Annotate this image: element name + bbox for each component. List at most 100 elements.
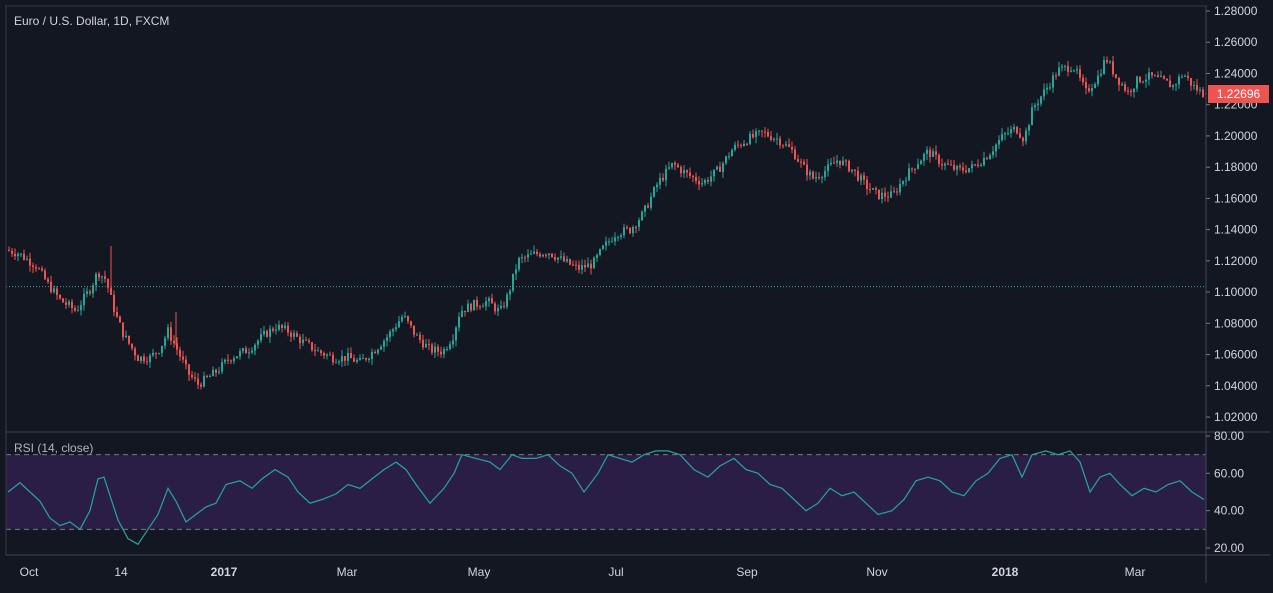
candle-body bbox=[251, 350, 253, 353]
time-tick-label: 2017 bbox=[211, 565, 238, 579]
time-tick-label: Nov bbox=[866, 565, 887, 579]
candle-body bbox=[131, 343, 133, 349]
candle-body bbox=[98, 273, 100, 278]
candle-33 bbox=[107, 278, 109, 293]
candle-body bbox=[953, 164, 955, 170]
candle-body bbox=[122, 322, 124, 338]
candle-body bbox=[596, 255, 598, 258]
candle-88 bbox=[272, 326, 274, 333]
candle-395 bbox=[1193, 81, 1195, 90]
candle-body bbox=[740, 144, 742, 146]
candle-body bbox=[116, 311, 118, 317]
candle-body bbox=[1019, 133, 1021, 138]
candle-67 bbox=[209, 374, 211, 378]
candle-332 bbox=[1004, 131, 1006, 141]
candle-body bbox=[569, 259, 571, 265]
candle-139 bbox=[425, 339, 427, 348]
candle-69 bbox=[215, 368, 217, 377]
candle-158 bbox=[482, 303, 484, 308]
candle-body bbox=[731, 149, 733, 157]
candle-body bbox=[1175, 84, 1177, 86]
candle-body bbox=[209, 376, 211, 378]
candle-342 bbox=[1034, 102, 1036, 111]
candle-body bbox=[194, 377, 196, 379]
candle-72 bbox=[224, 358, 226, 365]
candle-199 bbox=[605, 236, 607, 251]
candle-398 bbox=[1202, 86, 1204, 98]
candle-body bbox=[512, 273, 514, 291]
candle-202 bbox=[614, 232, 616, 246]
candle-body bbox=[500, 305, 502, 309]
candle-body bbox=[335, 362, 337, 364]
candle-body bbox=[293, 333, 295, 337]
candle-body bbox=[257, 340, 259, 345]
candle-349 bbox=[1055, 72, 1057, 80]
candle-body bbox=[869, 188, 871, 190]
candle-body bbox=[161, 345, 163, 354]
candle-226 bbox=[686, 169, 688, 178]
candle-393 bbox=[1187, 71, 1189, 81]
candle-242 bbox=[734, 141, 736, 152]
candle-body bbox=[998, 140, 1000, 145]
candle-body bbox=[89, 291, 91, 294]
candle-381 bbox=[1151, 72, 1153, 79]
candle-52 bbox=[164, 335, 166, 350]
candle-body bbox=[170, 327, 172, 341]
candle-body bbox=[305, 339, 307, 341]
candle-283 bbox=[857, 166, 859, 182]
price-tick-label: 1.02000 bbox=[1214, 410, 1258, 424]
candle-261 bbox=[791, 141, 793, 154]
candle-285 bbox=[863, 172, 865, 185]
candle-166 bbox=[506, 292, 508, 310]
candle-body bbox=[638, 220, 640, 228]
candle-207 bbox=[629, 227, 631, 235]
candle-body bbox=[842, 160, 844, 165]
candle-279 bbox=[845, 158, 847, 167]
candle-body bbox=[95, 273, 97, 286]
candle-body bbox=[137, 355, 139, 362]
candle-body bbox=[1085, 82, 1087, 89]
candle-76 bbox=[236, 356, 238, 359]
candle-body bbox=[722, 163, 724, 172]
candle-156 bbox=[476, 296, 478, 311]
candle-body bbox=[290, 332, 292, 337]
candle-180 bbox=[548, 252, 550, 260]
candle-102 bbox=[314, 343, 316, 357]
candle-body bbox=[488, 298, 490, 302]
candle-body bbox=[557, 257, 559, 260]
candle-body bbox=[311, 342, 313, 351]
candle-body bbox=[332, 354, 334, 363]
candle-26 bbox=[86, 287, 88, 298]
candle-263 bbox=[797, 154, 799, 163]
candle-body bbox=[587, 263, 589, 268]
candle-293 bbox=[887, 191, 889, 203]
candle-body bbox=[470, 303, 472, 311]
candle-334 bbox=[1010, 125, 1012, 138]
candle-body bbox=[173, 340, 175, 344]
candle-body bbox=[476, 299, 478, 307]
candle-136 bbox=[416, 332, 418, 336]
candle-body bbox=[407, 315, 409, 322]
candle-body bbox=[134, 348, 136, 356]
candle-body bbox=[1154, 75, 1156, 77]
candle-373 bbox=[1127, 86, 1129, 96]
price-pane[interactable] bbox=[6, 56, 1206, 390]
rsi-tick-label: 60.00 bbox=[1214, 466, 1244, 480]
candle-body bbox=[440, 351, 442, 355]
candle-175 bbox=[533, 245, 535, 255]
candle-282 bbox=[854, 169, 856, 177]
candle-101 bbox=[311, 341, 313, 353]
candle-body bbox=[1178, 76, 1180, 85]
candle-274 bbox=[830, 158, 832, 166]
candle-112 bbox=[344, 356, 346, 367]
candle-body bbox=[350, 353, 352, 359]
candle-181 bbox=[551, 253, 553, 259]
candle-160 bbox=[488, 296, 490, 307]
candle-body bbox=[572, 264, 574, 266]
rsi-pane[interactable] bbox=[6, 450, 1206, 546]
candle-body bbox=[71, 301, 73, 309]
candle-body bbox=[995, 144, 997, 152]
candle-203 bbox=[617, 235, 619, 242]
candle-3 bbox=[17, 252, 19, 262]
